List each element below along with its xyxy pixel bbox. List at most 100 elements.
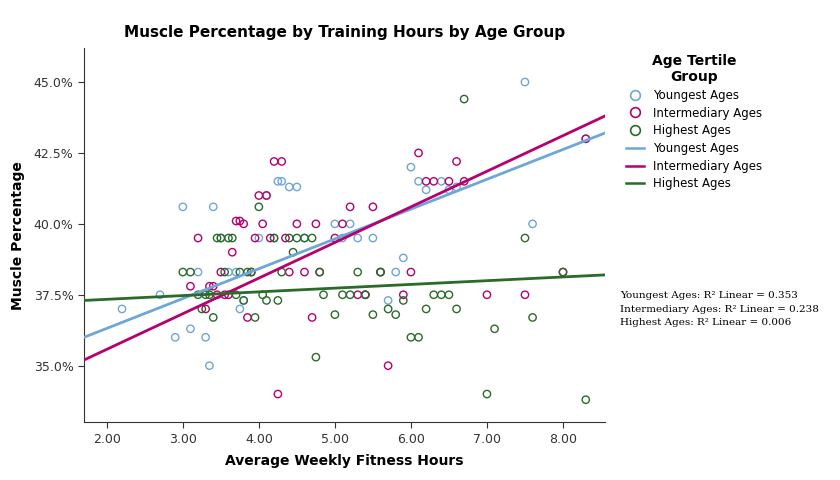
Point: [234, 268, 247, 276]
Point: [207, 282, 220, 290]
Point: [275, 268, 288, 276]
Point: [237, 297, 250, 304]
Point: [214, 234, 228, 242]
Point: [234, 217, 247, 225]
Point: [279, 234, 292, 242]
Point: [351, 234, 365, 242]
Point: [267, 157, 281, 165]
Point: [184, 325, 197, 333]
Point: [396, 291, 410, 299]
Point: [207, 203, 220, 211]
Point: [381, 305, 395, 313]
Point: [282, 234, 296, 242]
Point: [229, 217, 243, 225]
Point: [271, 178, 285, 185]
Legend: Youngest Ages, Intermediary Ages, Highest Ages, Youngest Ages, Intermediary Ages: Youngest Ages, Intermediary Ages, Highes…: [627, 54, 763, 191]
Point: [249, 313, 262, 321]
Point: [202, 291, 216, 299]
Point: [282, 268, 296, 276]
Point: [556, 268, 570, 276]
Point: [184, 268, 197, 276]
Point: [427, 178, 440, 185]
Point: [256, 291, 270, 299]
Point: [328, 311, 342, 318]
Point: [442, 186, 455, 193]
Point: [282, 183, 296, 191]
Point: [271, 390, 285, 398]
Point: [202, 282, 216, 290]
Point: [275, 178, 288, 185]
Point: [199, 291, 213, 299]
Point: [336, 220, 349, 228]
Point: [450, 157, 464, 165]
Point: [275, 157, 288, 165]
Point: [176, 268, 190, 276]
Point: [317, 291, 330, 299]
Point: [184, 282, 197, 290]
Point: [351, 291, 365, 299]
Point: [222, 268, 235, 276]
Point: [115, 305, 129, 313]
Point: [359, 291, 372, 299]
Point: [229, 268, 243, 276]
Point: [579, 396, 592, 404]
Point: [244, 268, 258, 276]
Point: [290, 220, 303, 228]
Point: [192, 234, 205, 242]
Point: [210, 234, 223, 242]
Point: [241, 268, 255, 276]
Point: [256, 220, 270, 228]
Point: [359, 291, 372, 299]
Point: [442, 178, 455, 185]
Point: [328, 220, 342, 228]
Point: [192, 291, 205, 299]
Point: [396, 297, 410, 304]
Point: [366, 311, 380, 318]
Point: [309, 353, 323, 361]
Point: [252, 203, 265, 211]
Point: [366, 203, 380, 211]
Point: [374, 268, 387, 276]
Point: [225, 248, 239, 256]
Point: [207, 313, 220, 321]
Point: [579, 135, 592, 143]
Point: [404, 268, 417, 276]
Point: [286, 248, 300, 256]
Point: [518, 234, 532, 242]
Point: [389, 268, 402, 276]
Point: [229, 291, 243, 299]
Point: [344, 291, 357, 299]
Point: [306, 313, 319, 321]
Point: [249, 234, 262, 242]
Point: [222, 291, 235, 299]
Point: [359, 291, 372, 299]
Point: [366, 234, 380, 242]
Point: [306, 234, 319, 242]
Point: [374, 268, 387, 276]
Point: [202, 362, 216, 370]
Point: [412, 149, 425, 157]
Title: Muscle Percentage by Training Hours by Age Group: Muscle Percentage by Training Hours by A…: [123, 25, 565, 40]
Point: [313, 268, 327, 276]
Point: [389, 311, 402, 318]
Point: [412, 334, 425, 341]
Text: Youngest Ages: R² Linear = 0.353
Intermediary Ages: R² Linear = 0.238
Highest Ag: Youngest Ages: R² Linear = 0.353 Interme…: [621, 291, 819, 327]
Point: [412, 178, 425, 185]
Point: [458, 178, 471, 185]
Point: [195, 305, 208, 313]
Point: [218, 268, 231, 276]
Point: [526, 313, 539, 321]
Point: [222, 234, 235, 242]
Point: [199, 334, 213, 341]
Point: [252, 192, 265, 199]
Point: [309, 220, 323, 228]
Point: [328, 234, 342, 242]
Point: [404, 334, 417, 341]
Point: [396, 254, 410, 262]
Point: [518, 291, 532, 299]
Point: [351, 268, 365, 276]
Point: [234, 305, 247, 313]
Point: [344, 203, 357, 211]
Point: [169, 334, 182, 341]
Point: [210, 291, 223, 299]
